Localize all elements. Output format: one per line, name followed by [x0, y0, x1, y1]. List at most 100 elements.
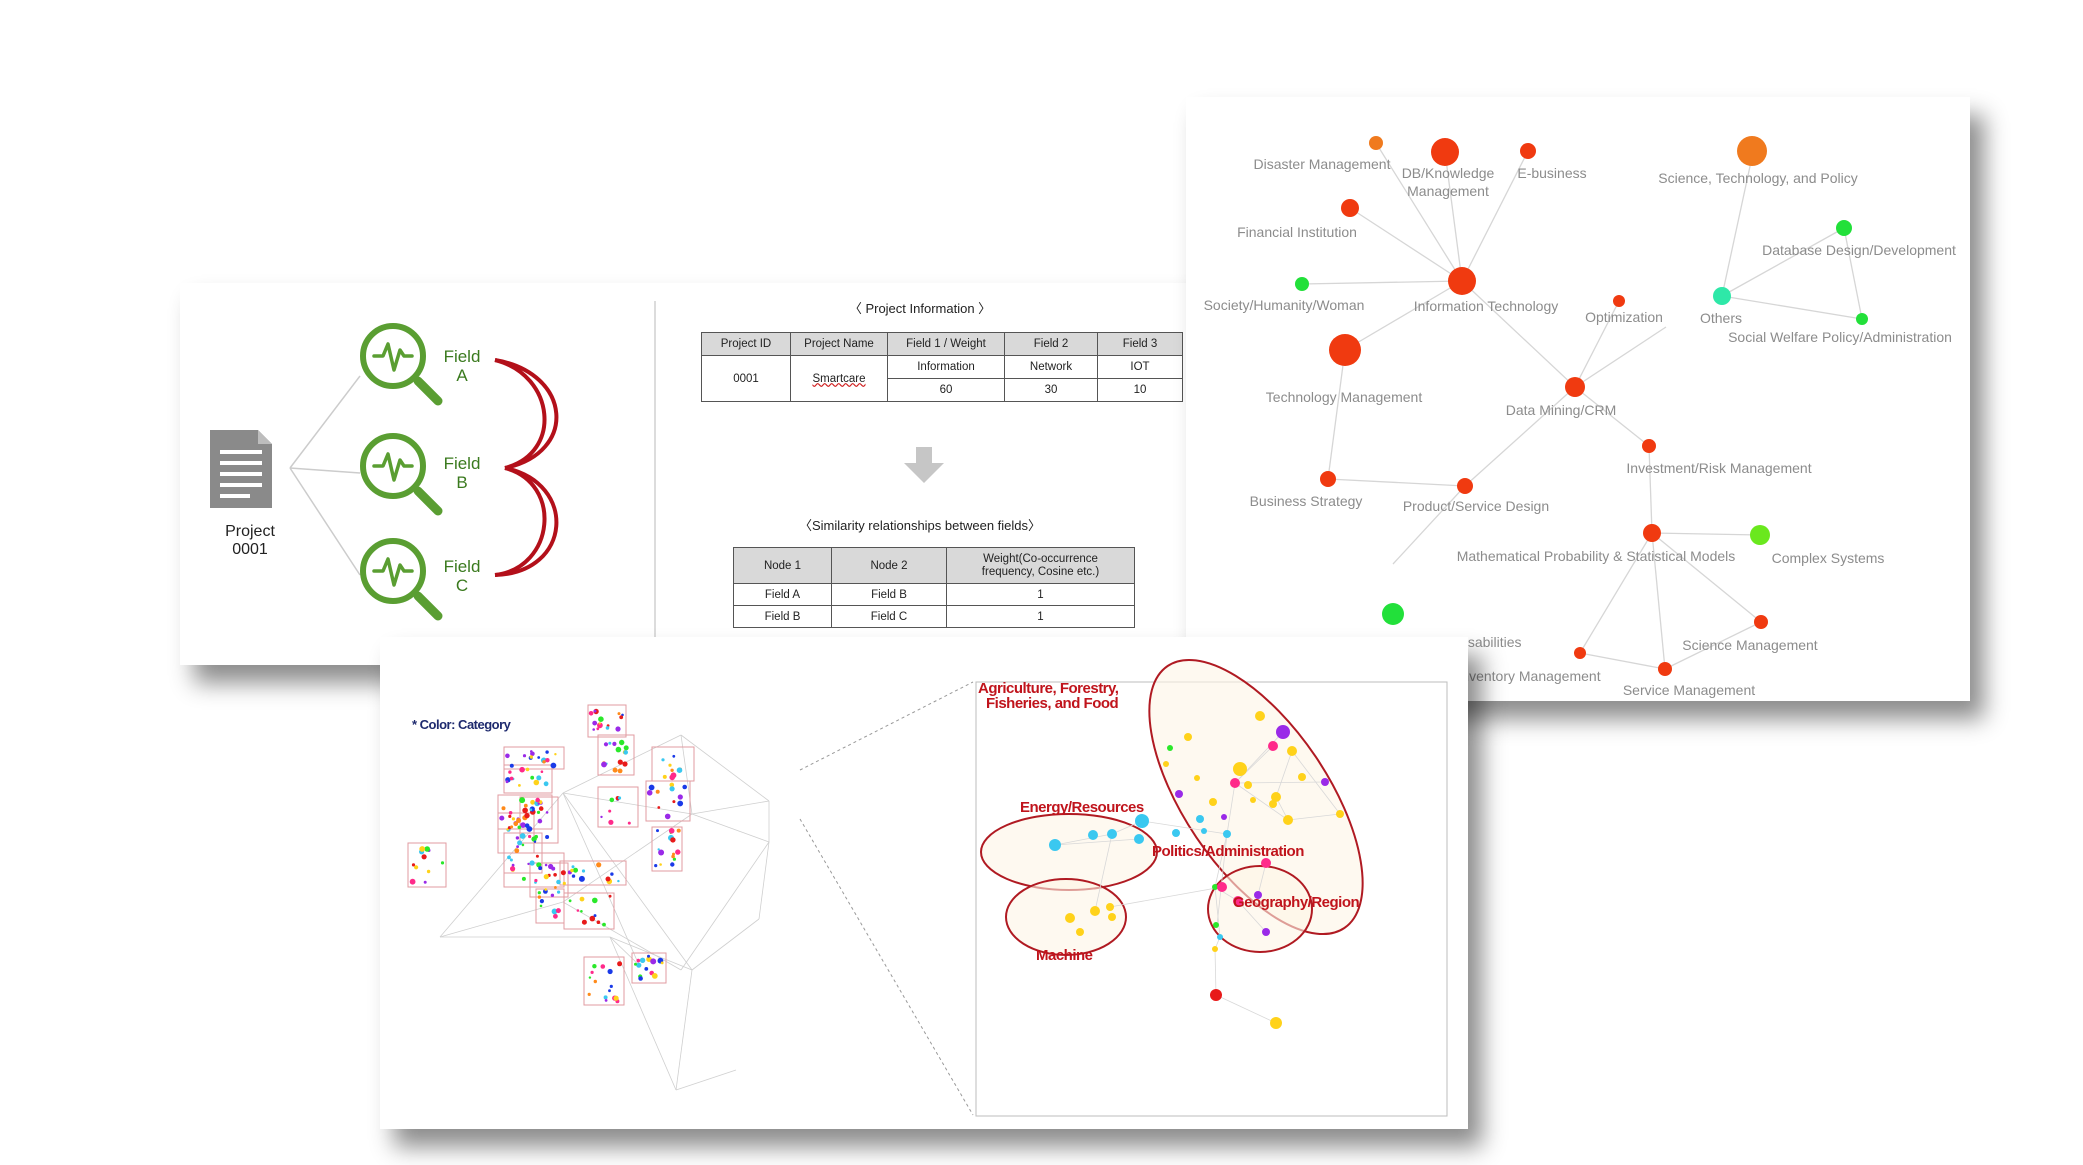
project-id-label: 0001	[232, 541, 268, 558]
overview-dot	[646, 790, 653, 796]
overview-dot	[600, 964, 606, 969]
network-label-complex: Complex Systems	[1772, 550, 1885, 566]
zoom-node	[1184, 733, 1192, 741]
network-nodes	[1295, 136, 1868, 676]
project-diagram	[210, 301, 944, 655]
category-label-agriculture-2: Fisheries, and Food	[986, 695, 1119, 712]
zoom-node	[1223, 830, 1231, 838]
overview-dot	[661, 758, 665, 762]
overview-dot	[597, 722, 603, 729]
overview-dot	[608, 989, 611, 993]
overview-dot	[579, 896, 585, 902]
network-label-product: Product/Service Design	[1403, 498, 1549, 514]
category-ellipse	[1148, 658, 1364, 936]
overview-dot	[668, 828, 675, 834]
network-node-inventory	[1574, 647, 1586, 659]
overview-dot	[440, 861, 445, 865]
network-label-investment: Investment/Risk Management	[1626, 460, 1811, 476]
overview-dot	[519, 833, 526, 839]
overview-dot	[508, 811, 513, 815]
overview-dot	[556, 879, 561, 885]
header-project-name: Project Name	[790, 332, 888, 356]
project-info-table: Project ID Project Name Field 1 / Weight…	[701, 332, 1183, 402]
overview-dot	[608, 809, 612, 813]
overview-dot	[555, 908, 561, 914]
network-label-inventory: Inventory Management	[1457, 668, 1600, 684]
network-label-service: Service Management	[1623, 682, 1755, 698]
overview-dot	[538, 806, 544, 811]
overview-dot	[578, 875, 585, 882]
network-label-infotech: Information Technology	[1414, 298, 1559, 314]
overview-dot	[617, 879, 620, 883]
zoom-node	[1250, 797, 1256, 803]
zoom-node	[1233, 896, 1243, 906]
overview-dot	[571, 874, 576, 878]
category-ellipse	[1207, 865, 1313, 953]
similarity-title: 〈Similarity relationships between fields…	[798, 518, 1042, 533]
network-label-dbdesign: Database Design/Development	[1762, 242, 1956, 258]
overview-dot	[623, 745, 629, 751]
similarity-table: Node 1 Node 2 Weight(Co-occurrence frequ…	[733, 547, 1135, 628]
overview-dot	[676, 828, 681, 833]
document-icon	[210, 430, 272, 508]
overview-dot	[411, 863, 416, 867]
overview-dot	[615, 726, 621, 732]
overview-dot	[550, 893, 555, 897]
overview-dot	[662, 774, 667, 779]
zoom-node	[1287, 746, 1297, 756]
zoom-guide-line	[799, 818, 974, 1116]
overview-dot	[505, 780, 509, 784]
overview-dot	[617, 796, 622, 800]
overview-dot	[568, 899, 572, 903]
overview-dot	[638, 976, 643, 981]
zoom-node	[1321, 778, 1329, 786]
zoom-node	[1167, 745, 1173, 751]
project-label: Project	[225, 523, 275, 540]
overview-dot	[580, 910, 583, 913]
overview-dot	[537, 895, 542, 899]
overview-dot	[535, 797, 540, 803]
overview-edges	[439, 734, 770, 1091]
network-label-db: DB/Knowledge Management	[1402, 165, 1495, 199]
overview-dot	[519, 766, 525, 773]
field-network-panel: Disaster Management DB/Knowledge Managemen…	[1186, 97, 1970, 701]
zoom-dots	[1049, 711, 1344, 1029]
overview-dot	[539, 904, 543, 908]
zoom-node	[1076, 928, 1084, 936]
header-field2: Field 2	[1004, 332, 1098, 356]
zoom-node	[1283, 815, 1293, 825]
network-node-product	[1457, 478, 1473, 494]
overview-dot	[540, 770, 544, 773]
overview-dot	[522, 754, 527, 758]
overview-dot	[562, 881, 566, 885]
overview-dot	[588, 976, 592, 979]
zoom-node	[1262, 928, 1270, 936]
overview-dot	[543, 874, 549, 880]
project-info-title: 〈 Project Information 〉	[848, 301, 992, 316]
zoom-node	[1298, 773, 1306, 781]
overview-dot	[528, 834, 532, 839]
overview-dot	[590, 970, 594, 974]
cell-project-id: 0001	[701, 355, 791, 402]
cell-node2: Field C	[831, 605, 947, 628]
overview-dot	[592, 897, 598, 904]
network-node-welfare	[1382, 603, 1404, 625]
overview-dot	[421, 854, 427, 860]
zoom-node	[1271, 792, 1281, 802]
network-label-optimization: Optimization	[1585, 309, 1663, 325]
overview-dot	[660, 961, 664, 965]
overview-dot	[670, 772, 677, 779]
overview-dot	[414, 865, 419, 870]
overview-dot	[521, 843, 525, 847]
overview-dot	[533, 840, 537, 843]
network-label-others: Others	[1700, 310, 1742, 326]
network-node-business	[1320, 471, 1336, 487]
overview-dot	[518, 784, 521, 787]
overview-dot	[529, 755, 533, 759]
overview-dot	[545, 750, 549, 754]
overview-dot	[527, 862, 530, 866]
category-label-machine: Machine	[1036, 947, 1093, 964]
zoom-node	[1269, 800, 1277, 808]
overview-dot	[622, 761, 628, 767]
overview-dot	[602, 922, 606, 927]
